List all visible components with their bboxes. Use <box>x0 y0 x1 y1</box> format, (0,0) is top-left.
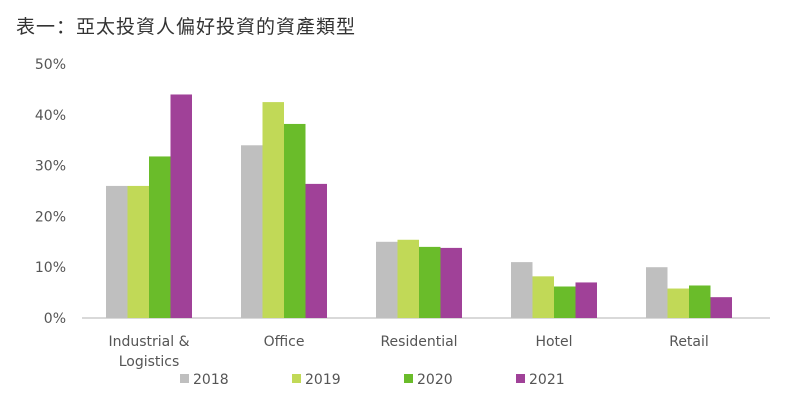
bar-2019 <box>532 276 554 318</box>
legend-label: 2019 <box>305 372 341 388</box>
y-tick-label: 40% <box>35 108 66 124</box>
bar-2018 <box>106 185 128 318</box>
legend-swatch-2018 <box>180 374 189 383</box>
bar-2021 <box>305 183 327 318</box>
x-category-label: Hotel <box>535 334 572 350</box>
bar-2020 <box>689 285 711 318</box>
y-tick-label: 50% <box>35 57 66 73</box>
bar-2018 <box>511 262 533 318</box>
x-category-label: Residential <box>380 334 457 350</box>
bar-2018 <box>646 267 668 318</box>
bar-2020 <box>419 246 441 318</box>
y-tick-label: 30% <box>35 159 66 175</box>
y-tick-label: 10% <box>35 260 66 276</box>
bar-2019 <box>127 185 149 318</box>
chart-title: 表一：亞太投資人偏好投資的資產類型 <box>16 16 357 38</box>
bar-2020 <box>554 286 576 318</box>
bar-2019 <box>397 239 419 318</box>
x-category-label: Retail <box>669 334 709 350</box>
legend-swatch-2019 <box>292 374 301 383</box>
bar-2021 <box>710 297 732 318</box>
bar-2019 <box>667 288 689 318</box>
bar-2019 <box>262 102 284 318</box>
legend-swatch-2021 <box>516 374 525 383</box>
x-category-label: Office <box>264 334 305 350</box>
legend-label: 2018 <box>193 372 229 388</box>
x-category-label: Industrial & <box>108 334 189 350</box>
legend-label: 2020 <box>417 372 453 388</box>
bar-2021 <box>170 94 192 318</box>
bar-2021 <box>575 282 597 318</box>
y-tick-label: 0% <box>44 311 66 327</box>
bar-2021 <box>440 247 462 318</box>
bar-2018 <box>241 145 263 318</box>
bar-2020 <box>149 156 171 318</box>
bar-2018 <box>376 241 398 318</box>
x-category-label: Logistics <box>119 354 180 370</box>
y-tick-label: 20% <box>35 209 66 225</box>
legend-swatch-2020 <box>404 374 413 383</box>
bar-2020 <box>284 123 306 318</box>
legend-label: 2021 <box>529 372 565 388</box>
